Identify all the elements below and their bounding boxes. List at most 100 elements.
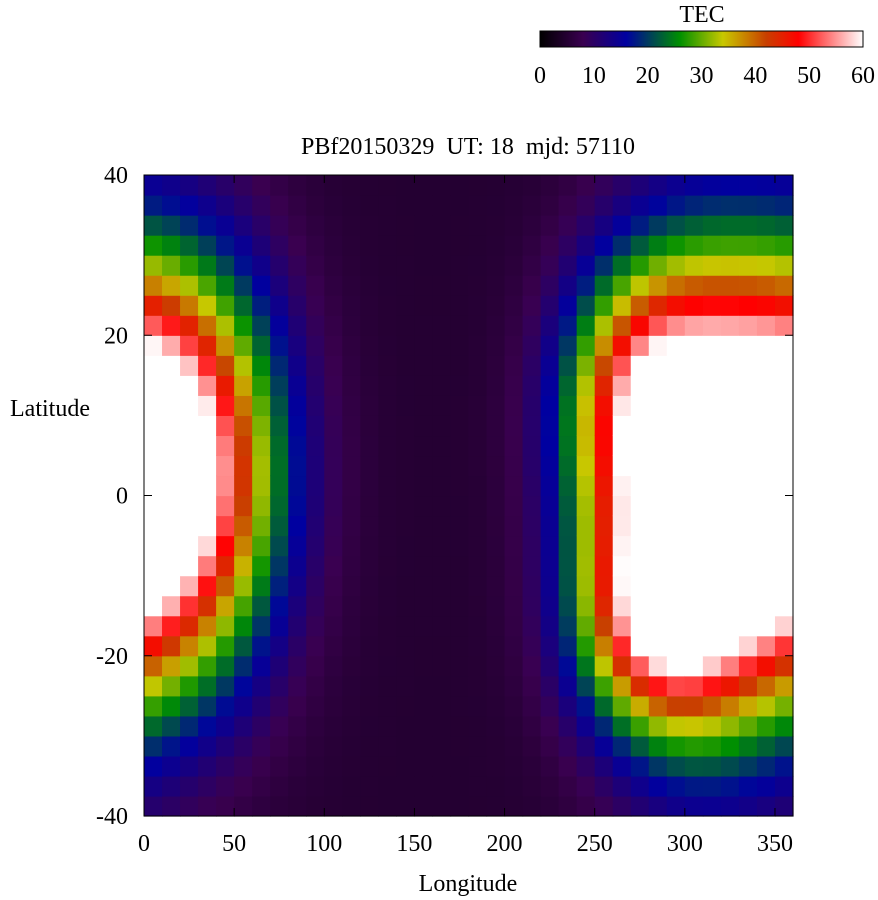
heatmap-cell (576, 735, 596, 757)
heatmap-cell (702, 515, 722, 537)
heatmap-cell (144, 215, 163, 236)
heatmap-cell (450, 695, 470, 717)
heatmap-cell (684, 575, 704, 597)
heatmap-cell (522, 615, 542, 637)
heatmap-cell (522, 235, 542, 256)
heatmap-cell (720, 295, 740, 316)
heatmap-cell (414, 495, 434, 517)
heatmap-cell (522, 215, 542, 236)
heatmap-cell (162, 695, 181, 717)
heatmap-cell (180, 475, 199, 497)
heatmap-cell (252, 655, 271, 677)
heatmap-cell (198, 195, 217, 216)
heatmap-cell (540, 255, 560, 276)
heatmap-cell (756, 335, 776, 356)
heatmap-cell (612, 795, 632, 817)
heatmap-cell (450, 615, 470, 637)
heatmap-cell (378, 335, 397, 356)
heatmap-cell (198, 755, 217, 777)
heatmap-cell (252, 795, 271, 817)
heatmap-cell (234, 775, 253, 797)
heatmap-cell (432, 175, 452, 196)
heatmap-cell (180, 515, 199, 537)
heatmap-cell (378, 795, 397, 817)
heatmap-cell (288, 335, 307, 356)
heatmap-cell (540, 215, 560, 236)
heatmap-cell (666, 315, 686, 336)
heatmap-cell (468, 615, 488, 637)
heatmap-cell (288, 195, 307, 216)
heatmap-cell (234, 315, 253, 336)
heatmap-cell (234, 175, 253, 196)
heatmap-cell (216, 215, 235, 236)
heatmap-cell (558, 315, 578, 336)
heatmap-cell (576, 535, 596, 557)
heatmap-cell (540, 195, 560, 216)
heatmap-cell (666, 215, 686, 236)
heatmap-cell (234, 735, 253, 757)
heatmap-cell (630, 635, 650, 657)
heatmap-cell (666, 615, 686, 637)
heatmap-cell (414, 175, 434, 196)
heatmap-cell (144, 735, 163, 757)
heatmap-cell (756, 175, 776, 196)
heatmap-cell (468, 315, 488, 336)
heatmap-cell (576, 455, 596, 477)
heatmap-cell (180, 715, 199, 737)
heatmap-cell (288, 655, 307, 677)
heatmap-cell (198, 175, 217, 196)
heatmap-cell (432, 335, 452, 356)
heatmap-cell (486, 295, 506, 316)
heatmap-cell (666, 435, 686, 457)
heatmap-cell (234, 215, 253, 236)
heatmap-cell (576, 655, 596, 677)
heatmap-cell (234, 655, 253, 677)
heatmap-cell (684, 315, 704, 336)
heatmap-cell (270, 375, 289, 396)
heatmap-cell (306, 555, 325, 577)
heatmap-cell (198, 635, 217, 657)
heatmap-cell (486, 435, 506, 457)
heatmap-cell (324, 355, 343, 376)
heatmap-cell (396, 575, 416, 597)
heatmap-cell (504, 355, 524, 376)
heatmap-cell (666, 695, 686, 717)
heatmap-cell (576, 715, 596, 737)
heatmap-cell (162, 275, 181, 296)
heatmap-cell (342, 515, 361, 537)
heatmap-cell (774, 355, 794, 376)
heatmap-cell (756, 735, 776, 757)
heatmap-cell (576, 175, 596, 196)
heatmap-cell (306, 695, 325, 717)
x-tick-label: 300 (667, 831, 703, 857)
heatmap-cell (252, 515, 271, 537)
heatmap-cell (504, 475, 524, 497)
heatmap-cell (666, 655, 686, 677)
heatmap-cell (486, 275, 506, 296)
heatmap-cell (252, 595, 271, 617)
heatmap-cell (432, 695, 452, 717)
heatmap-cell (630, 595, 650, 617)
heatmap-cell (630, 615, 650, 637)
heatmap-cell (324, 235, 343, 256)
heatmap-cell (630, 355, 650, 376)
x-tick-label: 100 (306, 831, 342, 857)
heatmap-cell (252, 675, 271, 697)
heatmap-cell (432, 215, 452, 236)
heatmap-cell (522, 195, 542, 216)
heatmap-cell (612, 515, 632, 537)
heatmap-cell (702, 255, 722, 276)
heatmap-cell (324, 175, 343, 196)
heatmap-cell (774, 475, 794, 497)
heatmap-cell (144, 675, 163, 697)
heatmap-cell (432, 615, 452, 637)
heatmap-cell (180, 275, 199, 296)
heatmap-cell (468, 555, 488, 577)
heatmap-cell (198, 455, 217, 477)
heatmap-cell (774, 715, 794, 737)
heatmap-cell (414, 255, 434, 276)
heatmap-cell (504, 175, 524, 196)
heatmap-cell (162, 715, 181, 737)
heatmap-cell (756, 695, 776, 717)
heatmap-cell (144, 475, 163, 497)
